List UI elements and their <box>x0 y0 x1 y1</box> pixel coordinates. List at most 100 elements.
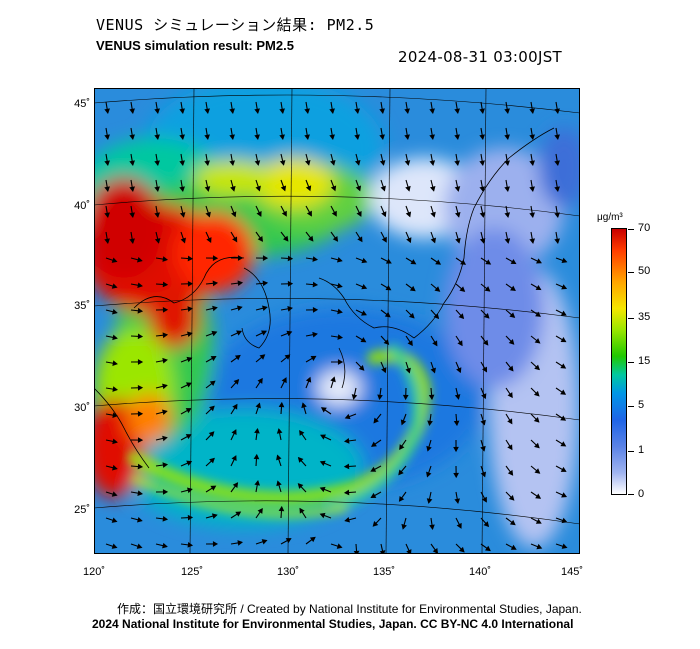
wind-arrow-head <box>257 377 263 384</box>
wind-arrow-head <box>179 134 185 140</box>
wind-arrow-head <box>254 160 261 166</box>
wind-arrow-head <box>309 536 316 543</box>
wind-arrow-head <box>162 281 169 288</box>
wind-arrow-head <box>384 311 391 318</box>
wind-arrow-head <box>204 134 210 140</box>
lat-label-25: 25˚ <box>74 504 90 516</box>
wind-arrow-head <box>319 460 326 466</box>
wind-arrow-head <box>285 538 292 544</box>
wind-arrow-head <box>229 160 235 166</box>
wind-arrow-head <box>370 466 377 472</box>
colorbar-tick <box>628 318 634 319</box>
wind-arrow-head <box>162 357 168 364</box>
wind-arrow-head <box>356 210 362 217</box>
wind-arrow-head <box>453 472 459 479</box>
colorbar-tick <box>628 406 634 407</box>
wind-arrow-head <box>458 546 465 553</box>
wind-arrow-head <box>276 428 283 434</box>
wind-arrow-head <box>407 340 413 347</box>
wind-arrow-head <box>279 134 285 140</box>
wind-arrow-head <box>354 134 360 140</box>
wind-arrow-head <box>534 338 541 344</box>
wind-arrow-head <box>235 511 242 517</box>
wind-arrow-head <box>504 186 510 192</box>
wind-arrow-head <box>279 160 286 166</box>
wind-arrow-head <box>154 212 160 218</box>
wind-arrow-head <box>507 444 513 451</box>
wind-arrow-head <box>434 286 441 292</box>
wind-arrow-head <box>485 259 492 265</box>
wind-arrow-head <box>137 282 143 289</box>
wind-arrow-head <box>432 340 438 347</box>
wind-arrow-head <box>237 280 244 287</box>
wind-arrow-head <box>137 307 144 314</box>
wind-arrow-head <box>529 160 535 166</box>
wind-arrow-head <box>483 521 490 528</box>
wind-arrow-head <box>460 259 467 265</box>
wind-arrow-head <box>336 543 343 549</box>
wind-arrow-head <box>137 384 144 391</box>
colorbar-tick <box>628 451 634 452</box>
lat-label-40: 40˚ <box>74 200 90 212</box>
wind-arrow-head <box>104 160 110 166</box>
wind-arrow-head <box>410 259 417 265</box>
wind-arrow-head <box>507 418 513 425</box>
wind-arrow-head <box>380 185 386 192</box>
wind-arrow-head <box>187 255 194 262</box>
wind-arrow-head <box>405 367 411 374</box>
wind-arrow-head <box>426 471 432 478</box>
wind-arrow-head <box>404 160 411 166</box>
wind-arrow-head <box>385 285 392 291</box>
wind-arrow-head <box>510 285 516 291</box>
wind-arrow-head <box>187 487 193 494</box>
wind-arrow-head <box>508 339 515 345</box>
wind-arrow-head <box>404 108 410 114</box>
wind-arrow-head <box>212 255 219 261</box>
wind-arrow-head <box>354 108 360 114</box>
wind-arrow-head <box>398 495 405 502</box>
title-english: VENUS simulation result: PM2.5 <box>96 38 294 53</box>
wind-arrow-head <box>154 238 161 244</box>
wind-arrow-head <box>129 134 135 140</box>
wind-arrow-head <box>454 160 460 166</box>
wind-arrow-head <box>332 235 339 242</box>
wind-arrow-head <box>534 442 540 449</box>
wind-arrow-head <box>479 108 485 114</box>
wind-arrow-head <box>209 405 215 412</box>
wind-arrow-head <box>529 212 535 218</box>
wind-arrow-head <box>254 134 260 140</box>
wind-arrow-head <box>259 354 266 360</box>
wind-arrow-head <box>534 468 541 474</box>
wind-arrow-head <box>307 235 314 242</box>
wind-arrow-head <box>304 134 310 140</box>
lat-label-45: 45˚ <box>74 98 90 110</box>
wind-arrow-head <box>232 236 238 243</box>
wind-arrow-head <box>508 365 514 372</box>
wind-arrow-head <box>504 212 511 218</box>
wind-arrow-head <box>261 539 268 545</box>
wind-arrow-head <box>354 160 361 166</box>
wind-arrow-head <box>409 285 416 292</box>
title-japanese: VENUS シミュレーション結果: PM2.5 <box>96 16 375 34</box>
wind-arrow-head <box>154 186 160 192</box>
wind-arrow-head <box>310 355 317 361</box>
wind-arrow-head <box>455 211 461 218</box>
wind-arrow-head <box>287 255 294 262</box>
wind-arrow-head <box>383 339 390 345</box>
wind-arrow-head <box>385 258 392 264</box>
wind-arrow-head <box>433 313 440 320</box>
wind-arrow-head <box>459 286 466 292</box>
map-frame <box>94 88 580 554</box>
wind-arrow-head <box>231 429 237 435</box>
wind-arrow-head <box>398 469 404 476</box>
wind-arrow-head <box>357 236 363 243</box>
wind-arrow-head <box>343 489 350 496</box>
wind-arrow-head <box>255 402 261 409</box>
wind-arrow-head <box>231 211 237 218</box>
wind-arrow-head <box>287 306 293 312</box>
concentration-field <box>94 88 580 554</box>
wind-arrow-head <box>351 394 358 400</box>
wind-arrow-head <box>209 457 215 464</box>
wind-arrow-head <box>111 517 118 523</box>
wind-arrow-head <box>429 108 435 114</box>
